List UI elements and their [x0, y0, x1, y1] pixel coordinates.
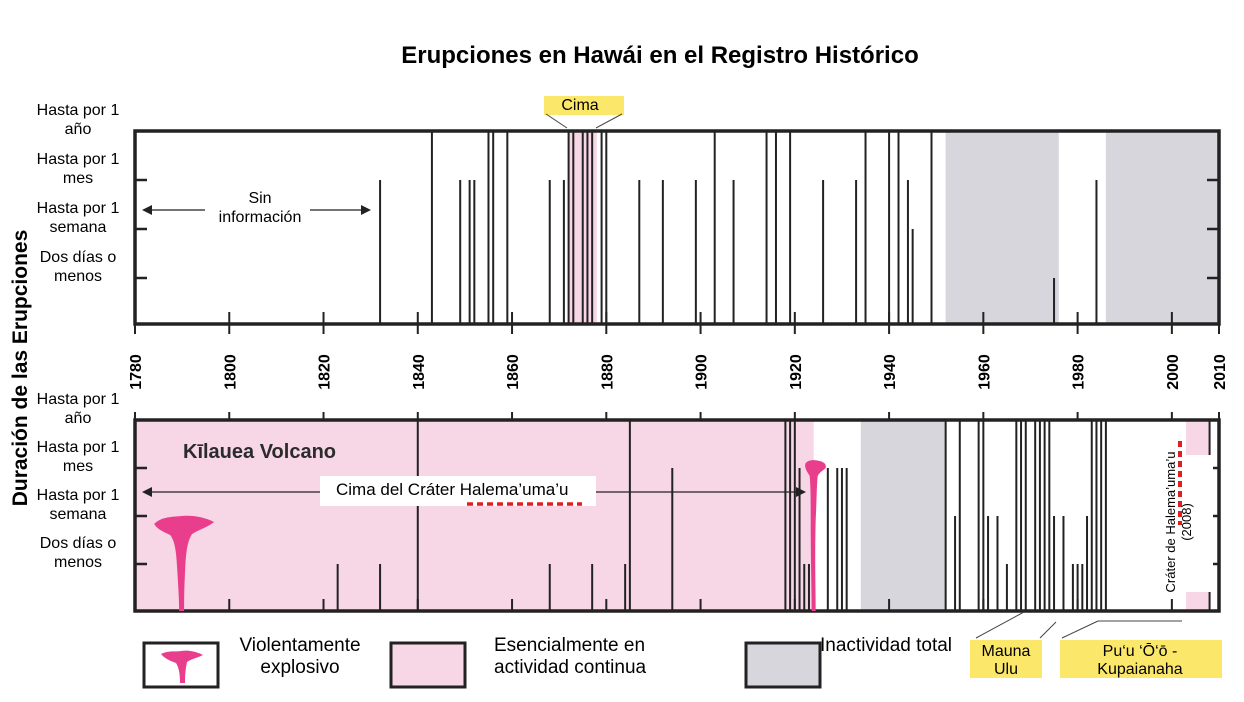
eruption-marks: [336, 131, 1211, 611]
mauna-ulu-callout: Mauna Ulu: [970, 611, 1057, 678]
bottom-ylabel-4-line2: año: [65, 410, 92, 427]
y-axis-title: Duración de las Erupciones: [9, 230, 32, 507]
no-info-arrowhead-left: [142, 205, 152, 215]
top-ylabel-2-line1: Hasta por 1: [37, 200, 120, 217]
halemaumau-2008-box: [1163, 455, 1213, 592]
mauna-ulu-line2: Ulu: [994, 661, 1018, 678]
mauna-ulu-box: [970, 640, 1042, 678]
bottom-continuous-span-0: [135, 420, 814, 611]
puu-oo-connector-left: [1061, 620, 1099, 639]
explosive-plume-0-shape: [154, 515, 215, 611]
puu-oo-line2: Kupaianaha: [1097, 661, 1183, 678]
cima-callout-box: [544, 96, 624, 115]
top-ylabel-3-line2: mes: [63, 170, 93, 187]
top-ylabel-2-line2: semana: [50, 219, 107, 236]
legend-explosive-line2: explosivo: [260, 657, 339, 678]
legend-explosive-line1: Violentamente: [239, 635, 360, 656]
cima-callout-connector-left: [545, 113, 568, 129]
legend-swatch-continuous: [389, 641, 467, 689]
crater-annotation: Cima del Cráter Halema’uma’u: [142, 476, 806, 506]
crater-label-name: Halema’uma’u: [460, 480, 569, 499]
chart-title: Erupciones en Hawái en el Registro Histó…: [401, 42, 918, 69]
annotations: [154, 460, 826, 611]
explosive-plume-0: [154, 515, 215, 611]
x-tick-label-1920: 1920: [788, 354, 805, 390]
volcano-name: Kīlauea Volcano: [183, 441, 336, 463]
top-ylabel-1-line1: Dos días o: [40, 249, 117, 266]
x-tick-label-1960: 1960: [976, 354, 993, 390]
top-ylabel-1-line2: menos: [54, 268, 102, 285]
puu-oo-box: [1060, 640, 1222, 678]
halemaumau-2008-line2: (2008): [1179, 503, 1194, 541]
bottom-inactivity-span-0: [860, 420, 946, 611]
x-tick-label-1800: 1800: [222, 354, 239, 390]
cima-callout: Cima: [544, 96, 624, 129]
legend-inactivity-label: Inactividad total: [820, 635, 952, 656]
crater-label: Cima del Cráter Halema’uma’u: [336, 480, 568, 499]
crater-arrowhead-left: [142, 487, 152, 497]
bottom-ylabel-3-line2: mes: [63, 458, 93, 475]
x-tick-label-1780: 1780: [128, 354, 145, 390]
cima-callout-label: Cima: [561, 97, 598, 114]
puu-oo-callout: Pu‘u ‘Ō‘ō - Kupaianaha: [1060, 620, 1222, 678]
no-info-annotation: Sin información: [142, 190, 371, 226]
no-info-arrowhead-right: [361, 205, 371, 215]
bottom-ylabel-4-line1: Hasta por 1: [37, 391, 120, 408]
x-tick-label-2000: 2000: [1165, 354, 1182, 390]
mauna-ulu-connector-left: [975, 611, 1025, 639]
legend-explosive-shape: [161, 650, 203, 683]
bottom-ylabel-1-line1: Dos días o: [40, 535, 117, 552]
crater-label-prefix: Cima del Cráter: [336, 480, 460, 499]
x-tick-label-1900: 1900: [694, 354, 711, 390]
puu-oo-line1: Pu‘u ‘Ō‘ō -: [1103, 642, 1178, 660]
x-tick-label-2010: 2010: [1212, 354, 1229, 390]
legend-continuous-line1: Esencialmente en: [494, 635, 645, 656]
explosive-plume-1: [805, 460, 826, 611]
bottom-ylabel-2-line2: semana: [50, 506, 107, 523]
no-info-label-line2: información: [219, 209, 302, 226]
cima-callout-connector-right: [595, 113, 623, 129]
bottom-ylabel-2-line1: Hasta por 1: [37, 487, 120, 504]
crater-arrowhead-right: [796, 487, 806, 497]
top-panel-frame: [133, 129, 1221, 326]
no-info-label-line1: Sin: [248, 190, 271, 207]
x-tick-label-1980: 1980: [1071, 354, 1088, 390]
mauna-ulu-connector-right: [1039, 621, 1057, 639]
mauna-ulu-line1: Mauna: [982, 643, 1031, 660]
x-tick-label-1860: 1860: [505, 354, 522, 390]
crater-label-box: [320, 476, 596, 506]
top-panel-background: [135, 131, 1219, 324]
halemaumau-2008-label: Cráter de Halema’uma’u (2008): [1163, 441, 1213, 592]
x-tick-label-1880: 1880: [599, 354, 616, 390]
bottom-ylabel-3-line1: Hasta por 1: [37, 439, 120, 456]
top-ylabel-4-line1: Hasta por 1: [37, 102, 120, 119]
bottom-ylabel-1-line2: menos: [54, 554, 102, 571]
x-tick-label-1940: 1940: [882, 354, 899, 390]
top-inactivity-span-1: [1105, 131, 1219, 324]
top-inactivity-span-0: [945, 131, 1059, 324]
top-ylabel-3-line1: Hasta por 1: [37, 151, 120, 168]
legend: Violentamente explosivo Esencialmente en…: [142, 635, 952, 689]
explosive-plume-1-shape: [805, 460, 826, 611]
axes: Hasta por 1 año Hasta por 1 mes Hasta por 1 s…: [37, 102, 1229, 611]
x-tick-label-1840: 1840: [411, 354, 428, 390]
legend-explosive-icon: [161, 650, 203, 683]
x-tick-label-1820: 1820: [317, 354, 334, 390]
legend-swatch-inactivity: [744, 641, 822, 689]
halemaumau-2008-line1: Cráter de Halema’uma’u: [1163, 452, 1178, 593]
top-ylabel-4-line2: año: [65, 121, 92, 138]
legend-continuous-line2: actividad continua: [494, 657, 647, 678]
